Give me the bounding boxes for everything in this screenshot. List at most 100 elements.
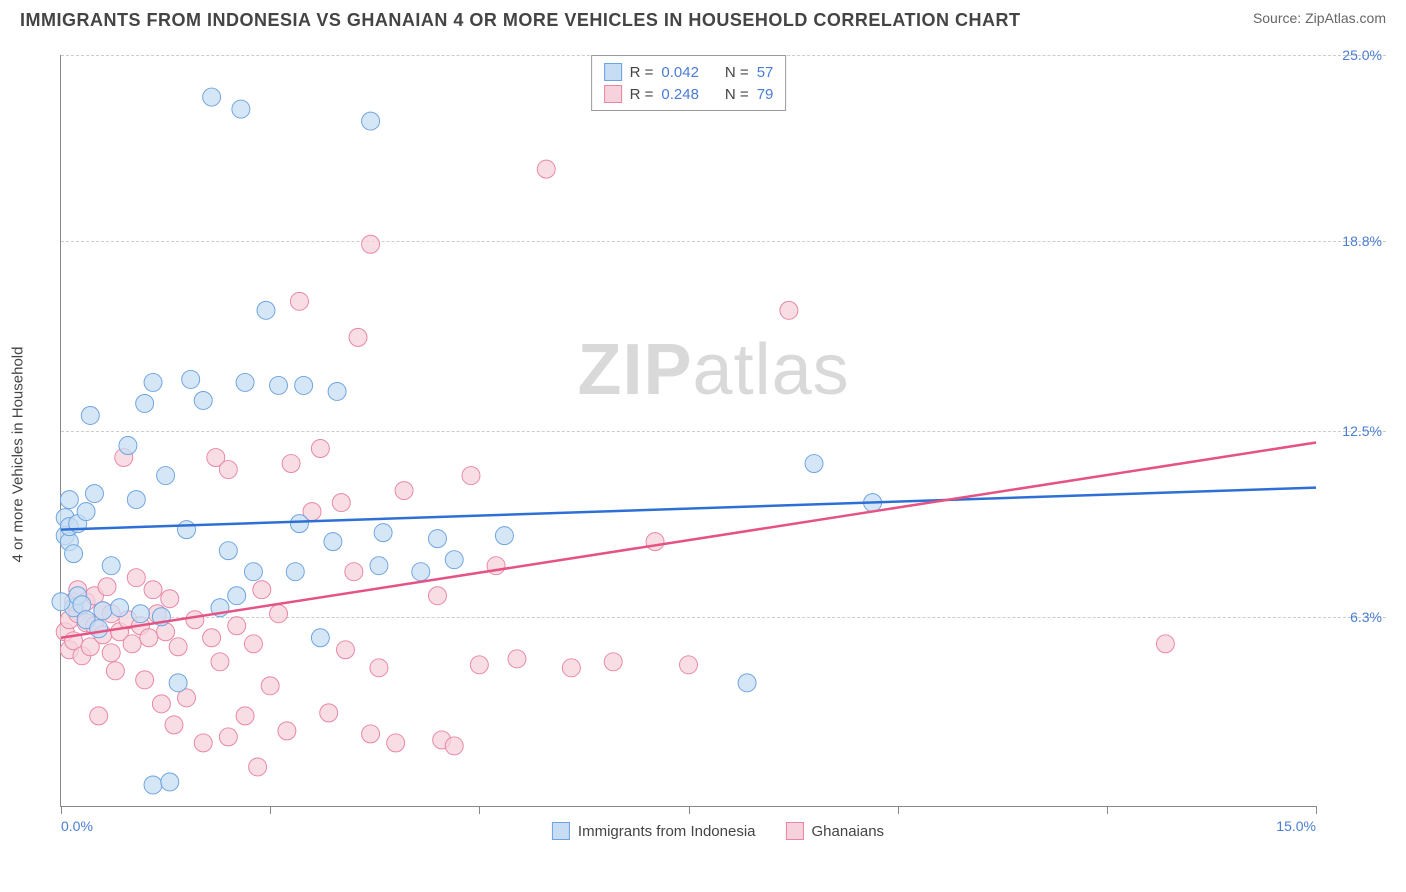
y-tick-label: 12.5% <box>1342 423 1382 439</box>
scatter-point <box>131 605 149 623</box>
scatter-point <box>236 707 254 725</box>
scatter-point <box>98 578 116 596</box>
scatter-point <box>332 494 350 512</box>
scatter-point <box>362 725 380 743</box>
stats-row-2: R = 0.248 N = 79 <box>604 83 774 105</box>
scatter-point <box>94 602 112 620</box>
r-value-1: 0.042 <box>661 64 699 81</box>
scatter-point <box>178 521 196 539</box>
scatter-point <box>362 235 380 253</box>
scatter-point <box>65 545 83 563</box>
scatter-point <box>270 605 288 623</box>
scatter-point <box>136 394 154 412</box>
scatter-point <box>286 563 304 581</box>
legend-item-1: Immigrants from Indonesia <box>552 822 756 840</box>
scatter-point <box>508 650 526 668</box>
scatter-point <box>244 563 262 581</box>
scatter-point <box>495 527 513 545</box>
scatter-point <box>169 638 187 656</box>
scatter-point <box>219 461 237 479</box>
scatter-point <box>236 373 254 391</box>
scatter-point <box>203 629 221 647</box>
scatter-point <box>604 653 622 671</box>
scatter-point <box>462 467 480 485</box>
scatter-point <box>157 467 175 485</box>
scatter-point <box>370 659 388 677</box>
y-tick-label: 6.3% <box>1350 609 1382 625</box>
scatter-point <box>278 722 296 740</box>
legend-item-2: Ghanaians <box>786 822 885 840</box>
scatter-point <box>77 503 95 521</box>
scatter-point <box>445 737 463 755</box>
scatter-point <box>136 671 154 689</box>
scatter-point <box>537 160 555 178</box>
scatter-point <box>412 563 430 581</box>
y-tick-label: 25.0% <box>1342 47 1382 63</box>
scatter-point <box>290 292 308 310</box>
r-label-2: R = <box>630 86 654 103</box>
scatter-point <box>211 653 229 671</box>
scatter-point <box>219 728 237 746</box>
scatter-point <box>161 590 179 608</box>
scatter-point <box>119 437 137 455</box>
scatter-point <box>127 569 145 587</box>
x-tick <box>479 806 480 814</box>
scatter-point <box>395 482 413 500</box>
scatter-point <box>780 301 798 319</box>
legend-label-2: Ghanaians <box>812 823 885 840</box>
legend-swatch-2 <box>786 822 804 840</box>
plot-svg <box>61 55 1316 806</box>
scatter-point <box>81 406 99 424</box>
scatter-point <box>90 620 108 638</box>
scatter-point <box>320 704 338 722</box>
chart-title: IMMIGRANTS FROM INDONESIA VS GHANAIAN 4 … <box>20 10 1021 31</box>
scatter-point <box>646 533 664 551</box>
scatter-point <box>219 542 237 560</box>
stats-box: R = 0.042 N = 57 R = 0.248 N = 79 <box>591 55 787 111</box>
scatter-point <box>144 373 162 391</box>
x-tick-label: 15.0% <box>1276 818 1316 834</box>
scatter-point <box>60 491 78 509</box>
scatter-point <box>362 112 380 130</box>
scatter-point <box>470 656 488 674</box>
scatter-point <box>140 629 158 647</box>
trend-line <box>61 488 1316 530</box>
scatter-point <box>85 485 103 503</box>
scatter-point <box>102 557 120 575</box>
scatter-point <box>106 662 124 680</box>
scatter-point <box>336 641 354 659</box>
scatter-point <box>90 707 108 725</box>
scatter-point <box>203 88 221 106</box>
scatter-point <box>165 716 183 734</box>
legend-label-1: Immigrants from Indonesia <box>578 823 756 840</box>
scatter-point <box>194 734 212 752</box>
x-tick <box>1107 806 1108 814</box>
scatter-point <box>328 382 346 400</box>
scatter-point <box>345 563 363 581</box>
scatter-point <box>429 530 447 548</box>
scatter-point <box>429 587 447 605</box>
scatter-point <box>261 677 279 695</box>
y-tick-label: 18.8% <box>1342 233 1382 249</box>
x-tick-label: 0.0% <box>61 818 93 834</box>
scatter-point <box>186 611 204 629</box>
n-label-1: N = <box>725 64 749 81</box>
scatter-point <box>249 758 267 776</box>
scatter-point <box>349 328 367 346</box>
swatch-series2 <box>604 85 622 103</box>
n-value-2: 79 <box>757 86 774 103</box>
scatter-point <box>370 557 388 575</box>
scatter-point <box>562 659 580 677</box>
scatter-point <box>182 370 200 388</box>
scatter-point <box>680 656 698 674</box>
scatter-point <box>387 734 405 752</box>
scatter-point <box>194 391 212 409</box>
x-tick <box>689 806 690 814</box>
scatter-point <box>270 376 288 394</box>
scatter-point <box>445 551 463 569</box>
scatter-point <box>253 581 271 599</box>
scatter-point <box>805 455 823 473</box>
scatter-point <box>374 524 392 542</box>
scatter-point <box>1156 635 1174 653</box>
scatter-point <box>324 533 342 551</box>
